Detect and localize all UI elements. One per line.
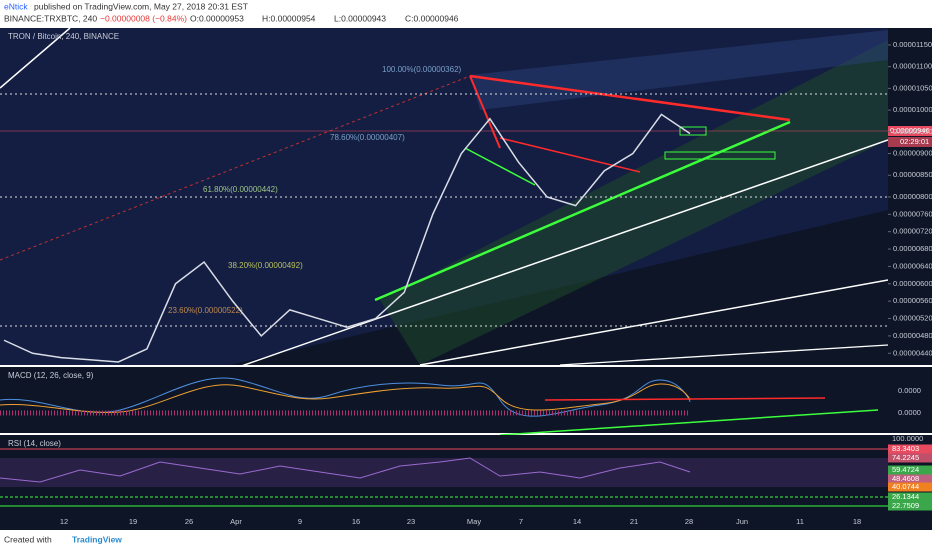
rsi-tick: 22.7509 [892, 501, 919, 510]
x-tick-label: 7 [519, 517, 523, 526]
x-tick-label: 12 [60, 517, 68, 526]
y-tick-label: 0.00000600 [893, 279, 932, 288]
drawings [0, 28, 888, 365]
y-tick-label: 0.00000560 [893, 296, 932, 305]
price-line [3, 113, 691, 363]
rsi-tick: 59.4724 [892, 465, 919, 474]
high: H:0.00000954 [262, 13, 316, 23]
fib-label: 23.60%(0.00000522) [168, 306, 243, 315]
x-tick-label: 28 [685, 517, 693, 526]
rsi-tick-box [888, 492, 932, 502]
rsi-tick-box [888, 482, 932, 492]
footer-created: Created with [4, 534, 52, 544]
close: C:0.00000946 [405, 13, 459, 23]
x-tick-label: Jun [736, 517, 748, 526]
y-tick-label: 0.00000760 [893, 209, 932, 218]
chart-title: TRON / Bitcoin, 240, BINANCE [8, 32, 119, 41]
drawing [499, 409, 879, 436]
footer-brand[interactable]: TradingView [72, 534, 122, 544]
publisher[interactable]: eNtick [4, 1, 28, 11]
rsi-tick-box [888, 474, 932, 484]
rsi-tick: 74.2245 [892, 453, 919, 462]
x-tick-label: 14 [573, 517, 581, 526]
y-tick-label: 0.00001050 [893, 83, 932, 92]
countdown-box [888, 137, 932, 147]
fib-label: 100.00%(0.00000362) [382, 65, 462, 74]
rsi-tick: 40.0744 [892, 482, 919, 491]
rsi-tick: 100.0000 [892, 434, 923, 443]
x-tick-label: 16 [352, 517, 360, 526]
open: O:0.00000953 [190, 13, 244, 23]
y-tick-label: 0.00001150 [893, 40, 932, 49]
x-tick-label: 23 [407, 517, 415, 526]
change: −0.00000008 (−0.84%) [100, 13, 187, 23]
x-tick-label: 18 [853, 517, 861, 526]
rsi-tick: 48.4608 [892, 474, 919, 483]
macd-axis [888, 367, 932, 433]
y-tick-label: 0.00000850 [893, 170, 932, 179]
y-tick-label: 0.00000950 [893, 127, 932, 136]
x-tick-label: May [467, 517, 481, 526]
y-tick-label: 0.00001000 [893, 105, 932, 114]
x-tick-label: 26 [185, 517, 193, 526]
drawing [544, 397, 826, 401]
y-tick-label: 0.00000640 [893, 261, 932, 270]
y-tick-label: 0.00000480 [893, 331, 932, 340]
x-tick-label: 21 [630, 517, 638, 526]
x-tick-label: 19 [129, 517, 137, 526]
rsi-band [0, 458, 888, 487]
date-axis [0, 515, 932, 530]
rsi-tick: 26.1344 [892, 492, 919, 501]
countdown: 02:29:01 [900, 137, 929, 146]
last-price: 0.00000946 [890, 126, 930, 135]
y-tick-label: 0.00000720 [893, 227, 932, 236]
y-tick-label: 0.00000900 [893, 148, 932, 157]
low: L:0.00000943 [334, 13, 386, 23]
x-tick-label: 9 [298, 517, 302, 526]
macd-tick: 0.0000 [898, 408, 921, 417]
last-price-box [888, 126, 932, 136]
y-tick-label: 0.00000800 [893, 192, 932, 201]
fib-label: 38.20%(0.00000492) [228, 261, 303, 270]
macd-line [0, 377, 691, 417]
rsi-tick-box [888, 453, 932, 463]
y-tick-label: 0.00000440 [893, 348, 932, 357]
rsi-line [0, 457, 691, 483]
fib-label: 78.60%(0.00000407) [330, 133, 405, 142]
rsi-tick-box [888, 501, 932, 511]
x-tick-label: 11 [796, 517, 804, 526]
price-axis [888, 28, 932, 365]
signal-line [0, 383, 691, 413]
y-tick-label: 0.00000520 [893, 314, 932, 323]
y-tick-label: 0.00001100 [893, 62, 932, 71]
rsi-tick-box [888, 465, 932, 475]
macd-tick: 0.0000 [898, 386, 921, 395]
fib-label: 61.80%(0.00000442) [203, 185, 278, 194]
symbol: BINANCE:TRXBTC, 240 [4, 13, 97, 23]
rsi-title: RSI (14, close) [8, 439, 61, 448]
macd-title: MACD (12, 26, close, 9) [8, 371, 94, 380]
macd-pane [0, 367, 888, 433]
y-tick-label: 0.00000680 [893, 244, 932, 253]
rsi-tick-box [888, 444, 932, 454]
rsi-tick: 83.3403 [892, 444, 919, 453]
x-tick-label: Apr [230, 517, 242, 526]
published: published on TradingView.com, May 27, 20… [34, 1, 248, 11]
